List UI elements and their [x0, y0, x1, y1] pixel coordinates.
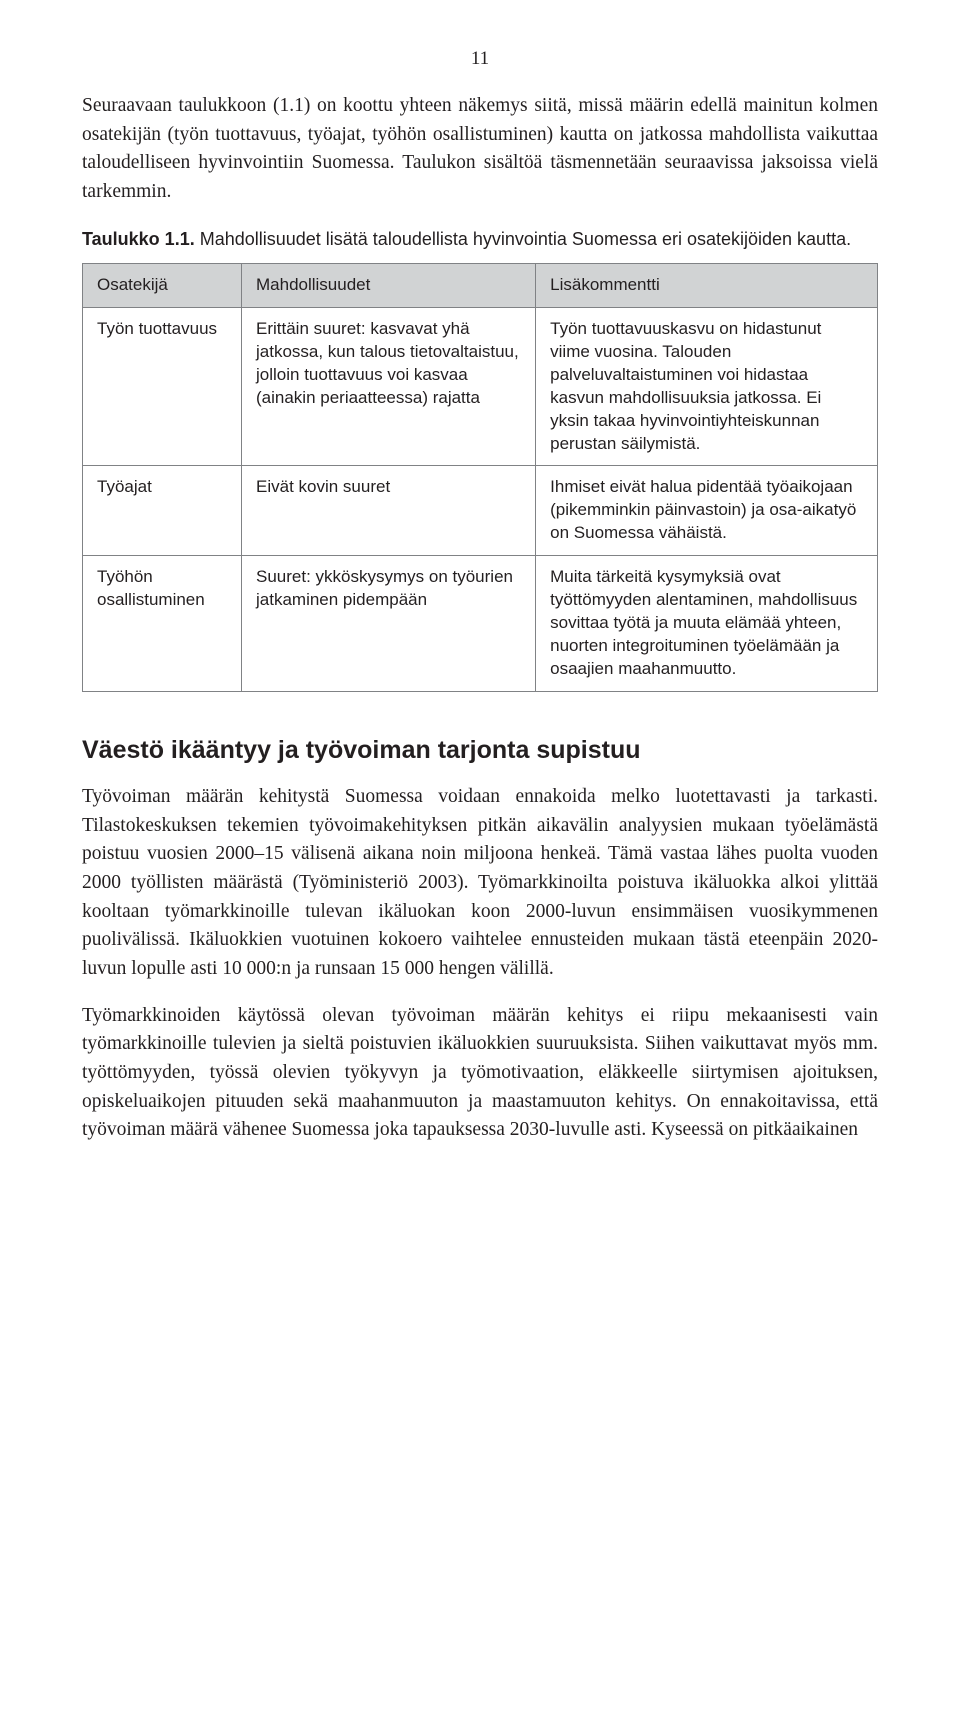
table-caption-rest: Mahdollisuudet lisätä taloudellista hyvi…: [195, 229, 851, 249]
table-cell-factor: Työn tuottavuus: [83, 307, 242, 466]
table-cell-possibility: Eivät kovin suuret: [242, 466, 536, 556]
table-cell-factor: Työhön osallistuminen: [83, 556, 242, 692]
table-header-row: Osatekijä Mahdollisuudet Lisäkommentti: [83, 263, 878, 307]
table-header-cell: Lisäkommentti: [536, 263, 878, 307]
data-table: Osatekijä Mahdollisuudet Lisäkommentti T…: [82, 263, 878, 692]
table-cell-factor: Työajat: [83, 466, 242, 556]
table-header-cell: Osatekijä: [83, 263, 242, 307]
table-cell-possibility: Suuret: ykköskysymys on työurien jatkami…: [242, 556, 536, 692]
table-header-cell: Mahdollisuudet: [242, 263, 536, 307]
page-number: 11: [82, 48, 878, 70]
section-paragraph-2: Työmarkkinoiden käytössä olevan työvoima…: [82, 1002, 878, 1145]
table-cell-comment: Ihmiset eivät halua pidentää työaikojaan…: [536, 466, 878, 556]
page-container: 11 Seuraavaan taulukkoon (1.1) on koottu…: [0, 0, 960, 1715]
section-heading: Väestö ikääntyy ja työvoiman tarjonta su…: [82, 736, 878, 765]
table-cell-possibility: Erittäin suuret: kasvavat yhä jatkossa, …: [242, 307, 536, 466]
table-cell-comment: Muita tärkeitä kysymyksiä ovat työttömyy…: [536, 556, 878, 692]
table-row: Työhön osallistuminen Suuret: ykköskysym…: [83, 556, 878, 692]
table-caption: Taulukko 1.1. Mahdollisuudet lisätä talo…: [82, 227, 878, 251]
table-row: Työn tuottavuus Erittäin suuret: kasvava…: [83, 307, 878, 466]
intro-paragraph: Seuraavaan taulukkoon (1.1) on koottu yh…: [82, 92, 878, 207]
table-caption-label: Taulukko 1.1.: [82, 229, 195, 249]
table-row: Työajat Eivät kovin suuret Ihmiset eivät…: [83, 466, 878, 556]
section-paragraph-1: Työvoiman määrän kehitystä Suomessa void…: [82, 783, 878, 984]
table-cell-comment: Työn tuottavuuskasvu on hidastunut viime…: [536, 307, 878, 466]
